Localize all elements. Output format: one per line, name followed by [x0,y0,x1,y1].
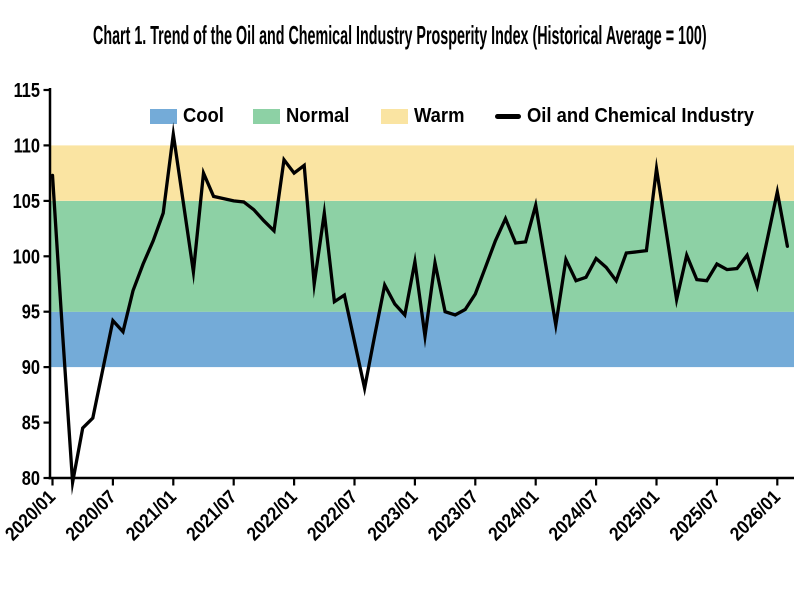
x-tick-label: 2022/01 [243,486,302,545]
legend-label-normal: Normal [286,105,350,127]
legend-label-cool: Cool [183,105,224,127]
y-tick-label: 100 [13,245,40,268]
y-tick-label: 80 [22,466,40,489]
legend: Cool Normal Warm Oil and Chemical Industry [150,105,774,128]
series-line-marker [495,114,522,119]
x-tick-label: 2025/07 [665,486,724,545]
y-tick-label: 95 [22,300,40,323]
y-tick-label: 85 [22,411,40,434]
legend-item-normal: Normal [253,105,355,128]
legend-label-oil-and-chemical-industry: Oil and Chemical Industry [527,105,755,127]
x-tick-label: 2021/07 [182,486,241,545]
x-tick-label: 2024/07 [545,486,604,545]
x-tick-label: 2026/01 [726,486,785,545]
y-tick-label: 90 [22,356,40,379]
legend-label-warm: Warm [414,105,465,127]
warm-band [51,145,794,201]
x-tick-label: 2020/07 [61,486,120,545]
x-tick-label: 2024/01 [484,486,543,545]
x-tick-label: 2020/01 [1,486,60,545]
normal-band-swatch [253,109,281,124]
x-tick-label: 2025/01 [605,486,664,545]
legend-item-warm: Warm [381,105,469,128]
x-tick-label: 2023/01 [363,486,422,545]
legend-item-cool: Cool [150,105,227,128]
legend-item-oil-and-chemical-industry: Oil and Chemical Industry [495,105,774,128]
x-tick-label: 2021/01 [122,486,181,545]
y-tick-label: 115 [14,78,40,101]
warm-band-swatch [381,109,409,124]
series-line-oil-and-chemical-industry [50,122,790,496]
cool-band-swatch [150,109,177,124]
y-tick-label: 105 [13,189,40,212]
x-tick-label: 2023/07 [424,486,483,545]
x-tick-label: 2022/07 [303,486,362,545]
y-tick-label: 110 [14,134,40,157]
